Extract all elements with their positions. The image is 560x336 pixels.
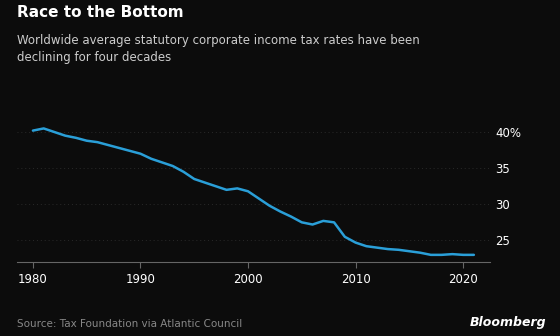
Text: Bloomberg: Bloomberg: [469, 316, 546, 329]
Text: Source: Tax Foundation via Atlantic Council: Source: Tax Foundation via Atlantic Coun…: [17, 319, 242, 329]
Text: Worldwide average statutory corporate income tax rates have been
declining for f: Worldwide average statutory corporate in…: [17, 34, 419, 64]
Text: Race to the Bottom: Race to the Bottom: [17, 5, 184, 20]
